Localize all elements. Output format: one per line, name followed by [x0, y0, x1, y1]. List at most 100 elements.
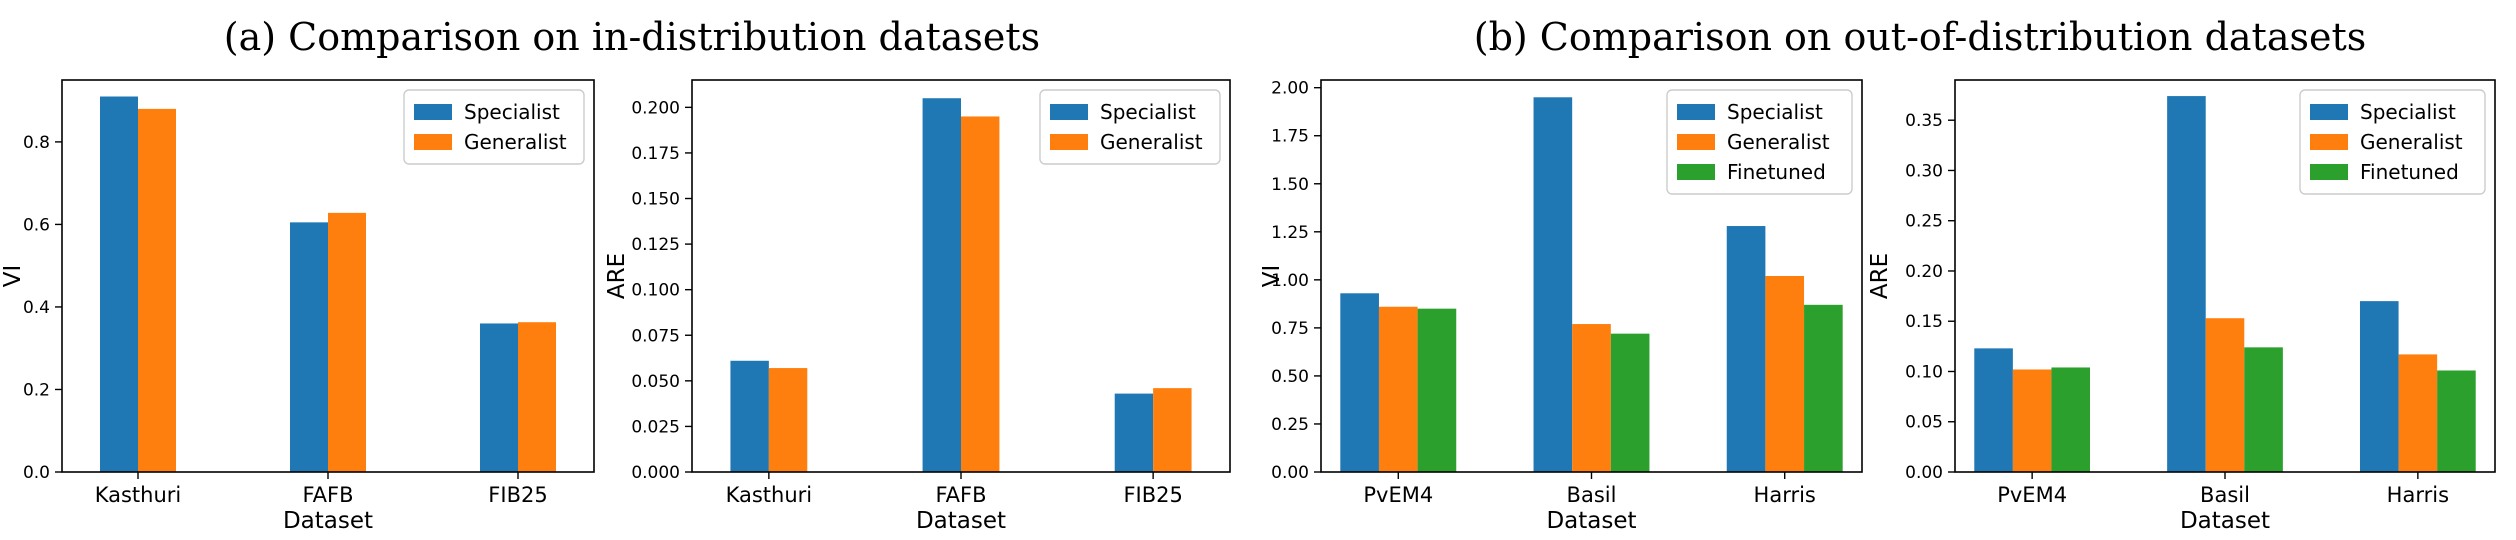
y-tick-label: 0.50	[1271, 367, 1309, 387]
bar-finetuned-pvem4	[2051, 367, 2090, 472]
bar-generalist-harris	[1765, 276, 1805, 472]
bar-generalist-pvem4	[2012, 369, 2052, 472]
legend-label-generalist: Generalist	[1100, 130, 1203, 154]
legend-label-generalist: Generalist	[1727, 130, 1830, 154]
y-tick-label: 0.15	[1905, 312, 1943, 332]
x-axis-label: Dataset	[283, 508, 373, 534]
y-tick-label: 0.30	[1905, 161, 1943, 181]
bar-generalist-pvem4	[1378, 306, 1418, 472]
y-tick-label: 0.025	[631, 417, 680, 437]
legend-swatch-specialist	[1050, 104, 1088, 120]
bar-generalist-fib25	[1153, 388, 1192, 472]
legend: Specialist Generalist	[1039, 89, 1221, 165]
x-tick-label: FAFB	[302, 483, 353, 507]
x-tick-label: FIB25	[488, 483, 547, 507]
y-tick-label: 0.4	[23, 298, 50, 318]
y-tick-label: 0.0	[23, 463, 50, 483]
y-tick-label: 0.050	[631, 372, 680, 392]
bar-specialist-fib25	[480, 323, 518, 472]
y-tick-label: 0.150	[631, 190, 680, 210]
legend-label-specialist: Specialist	[464, 100, 560, 124]
legend: Specialist Generalist Finetuned	[2299, 89, 2486, 195]
y-tick-label: 0.000	[631, 463, 680, 483]
y-tick-label: 0.075	[631, 326, 680, 346]
y-tick-label: 0.6	[23, 215, 50, 235]
legend-swatch-generalist	[1677, 134, 1715, 150]
x-axis-label: Dataset	[2180, 508, 2270, 534]
bar-finetuned-basil	[2244, 347, 2283, 472]
legend-swatch-finetuned	[1677, 164, 1715, 180]
bar-generalist-kasthuri	[138, 108, 176, 472]
bar-specialist-harris	[1726, 226, 1766, 472]
legend-swatch-generalist	[2310, 134, 2348, 150]
chart-panel-1: 0.0 0.2 0.4 0.6 0.8 Kasthuri FAFB FIB25 Dataset V…	[0, 79, 595, 534]
y-tick-label: 0.00	[1905, 463, 1943, 483]
bar-specialist-basil	[1533, 97, 1573, 472]
bar-generalist-fafb	[328, 212, 366, 472]
bar-specialist-fafb	[290, 222, 328, 472]
legend: Specialist Generalist	[403, 89, 585, 165]
legend-swatch-finetuned	[2310, 164, 2348, 180]
legend-swatch-specialist	[2310, 104, 2348, 120]
y-tick-label: 0.175	[631, 144, 680, 164]
x-axis-label: Dataset	[1546, 508, 1636, 534]
x-tick-label: FIB25	[1123, 483, 1182, 507]
x-tick-label: Harris	[2387, 483, 2449, 507]
bar-specialist-pvem4	[1974, 348, 2013, 472]
legend-swatch-specialist	[1677, 104, 1715, 120]
x-tick-label: Harris	[1754, 483, 1816, 507]
chart-panel-3: 0.00 0.25 0.50 0.75 1.00 1.25 1.50 1.75 2.00 PvEM…	[1259, 79, 1863, 534]
legend-label-generalist: Generalist	[2360, 130, 2463, 154]
bar-specialist-harris	[2360, 301, 2399, 472]
x-tick-label: PvEM4	[1997, 483, 2067, 507]
legend-label-finetuned: Finetuned	[2360, 160, 2459, 184]
bar-specialist-pvem4	[1340, 293, 1379, 472]
y-tick-label: 0.2	[23, 380, 50, 400]
y-tick-label: 1.50	[1271, 175, 1309, 195]
y-tick-label: 0.25	[1271, 415, 1309, 435]
y-axis-label: VI	[0, 265, 26, 288]
x-tick-label: Basil	[1567, 483, 1617, 507]
bar-finetuned-basil	[1610, 333, 1650, 472]
x-tick-label: Kasthuri	[95, 483, 182, 507]
y-tick-label: 0.20	[1905, 262, 1943, 282]
y-tick-label: 0.25	[1905, 212, 1943, 232]
y-tick-label: 0.35	[1905, 111, 1943, 131]
x-tick-label: Basil	[2200, 483, 2250, 507]
x-axis-label: Dataset	[916, 508, 1006, 534]
legend-label-specialist: Specialist	[2360, 100, 2456, 124]
legend-swatch-specialist	[414, 104, 452, 120]
bar-specialist-fib25	[1114, 393, 1154, 472]
bar-specialist-fafb	[922, 98, 961, 472]
group-title-b: (b) Comparison on out-of-distribution da…	[1474, 15, 2366, 59]
bar-specialist-kasthuri	[100, 96, 138, 472]
y-tick-label: 0.75	[1271, 319, 1309, 339]
x-tick-label: PvEM4	[1363, 483, 1433, 507]
y-tick-label: 0.10	[1905, 362, 1943, 382]
legend-label-specialist: Specialist	[1727, 100, 1823, 124]
x-tick-label: Kasthuri	[726, 483, 813, 507]
bar-finetuned-pvem4	[1417, 308, 1457, 472]
bar-generalist-harris	[2398, 354, 2438, 472]
legend: Specialist Generalist Finetuned	[1666, 89, 1853, 195]
y-tick-label: 0.05	[1905, 413, 1943, 433]
y-tick-label: 0.00	[1271, 463, 1309, 483]
legend-label-specialist: Specialist	[1100, 100, 1196, 124]
y-axis-label: ARE	[1867, 253, 1893, 299]
y-tick-label: 0.8	[23, 133, 50, 153]
chart-panels: 0.0 0.2 0.4 0.6 0.8 Kasthuri FAFB FIB25 Dataset V…	[0, 79, 2496, 534]
chart-panel-2: 0.000 0.025 0.050 0.075 0.100 0.125 0.150 0.175…	[604, 79, 1231, 534]
bar-generalist-fib25	[518, 322, 556, 472]
bar-generalist-kasthuri	[768, 368, 808, 472]
bar-finetuned-harris	[1804, 304, 1843, 472]
y-tick-label: 0.200	[631, 98, 680, 118]
y-tick-label: 1.75	[1271, 127, 1309, 147]
chart-panel-4: 0.00 0.05 0.10 0.15 0.20 0.25 0.30 0.35 PvEM4 Bas…	[1867, 79, 2496, 534]
y-tick-label: 2.00	[1271, 79, 1309, 99]
y-tick-label: 1.25	[1271, 223, 1309, 243]
y-tick-label: 0.125	[631, 235, 680, 255]
y-axis-label: VI	[1259, 265, 1285, 288]
legend-swatch-generalist	[414, 134, 452, 150]
bar-generalist-basil	[1572, 324, 1611, 472]
